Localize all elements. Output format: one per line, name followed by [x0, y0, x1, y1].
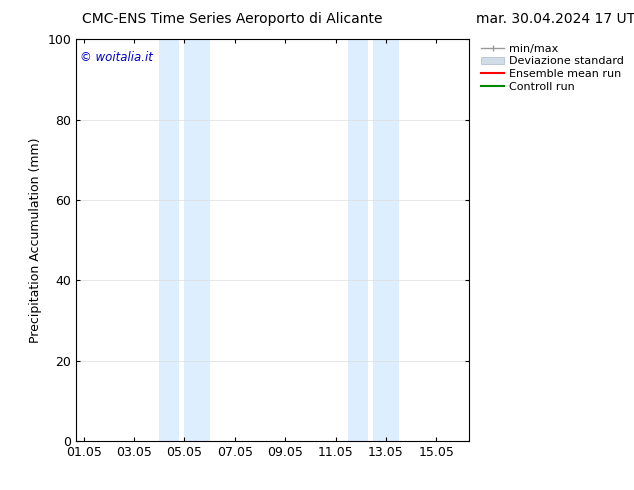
Y-axis label: Precipitation Accumulation (mm): Precipitation Accumulation (mm) — [29, 137, 42, 343]
Bar — [159, 39, 179, 441]
Bar — [184, 39, 210, 441]
Text: © woitalia.it: © woitalia.it — [80, 51, 153, 64]
Text: mar. 30.04.2024 17 UTC: mar. 30.04.2024 17 UTC — [476, 12, 634, 26]
Text: CMC-ENS Time Series Aeroporto di Alicante: CMC-ENS Time Series Aeroporto di Alicant… — [82, 12, 383, 26]
Bar — [348, 39, 368, 441]
Bar — [373, 39, 399, 441]
Legend: min/max, Deviazione standard, Ensemble mean run, Controll run: min/max, Deviazione standard, Ensemble m… — [477, 39, 628, 97]
